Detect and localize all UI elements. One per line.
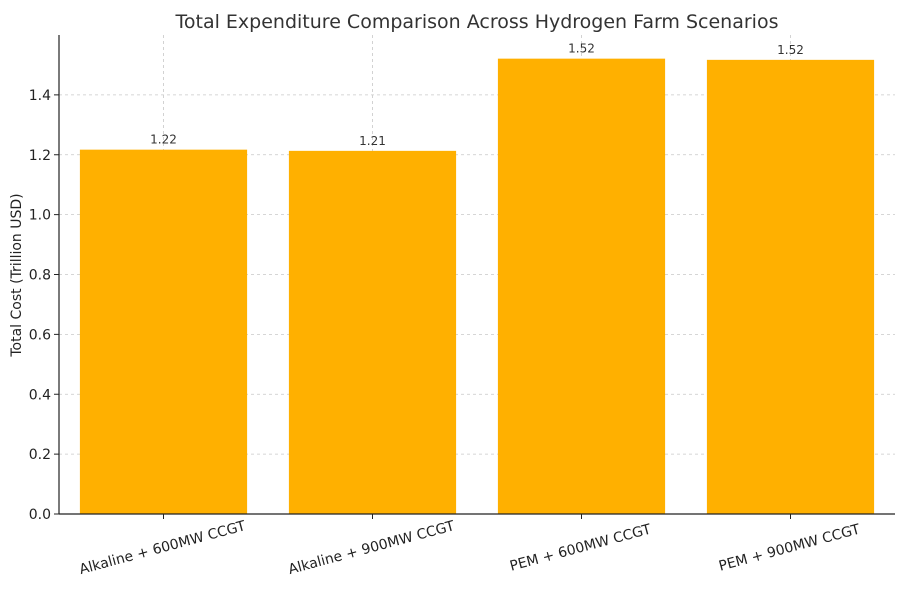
bar bbox=[497, 58, 666, 514]
y-tick-label: 0.4 bbox=[29, 387, 51, 403]
axes bbox=[54, 35, 895, 519]
x-tick-label: Alkaline + 600MW CCGT bbox=[78, 518, 248, 578]
bar bbox=[79, 149, 248, 514]
y-tick-label: 0.2 bbox=[29, 447, 51, 463]
y-tick-label: 0.8 bbox=[29, 268, 51, 284]
data-label: 1.22 bbox=[150, 133, 177, 147]
y-axis-label: Total Cost (Trillion USD) bbox=[9, 193, 25, 357]
y-tick-label: 0.0 bbox=[29, 507, 51, 523]
bar bbox=[288, 150, 457, 514]
y-tick-label: 0.6 bbox=[29, 327, 51, 343]
bar bbox=[706, 59, 875, 515]
chart-title: Total Expenditure Comparison Across Hydr… bbox=[175, 11, 779, 33]
x-tick-label: Alkaline + 900MW CCGT bbox=[287, 518, 457, 578]
y-tick-label: 1.2 bbox=[29, 148, 51, 164]
y-tick-label: 1.0 bbox=[29, 208, 51, 224]
data-label: 1.52 bbox=[568, 42, 595, 56]
data-label: 1.21 bbox=[359, 134, 386, 148]
data-label: 1.52 bbox=[777, 43, 804, 57]
bars bbox=[79, 58, 875, 515]
x-tick-label: PEM + 600MW CCGT bbox=[508, 521, 653, 574]
y-tick-label: 1.4 bbox=[29, 88, 51, 104]
x-tick-label: PEM + 900MW CCGT bbox=[717, 521, 862, 574]
